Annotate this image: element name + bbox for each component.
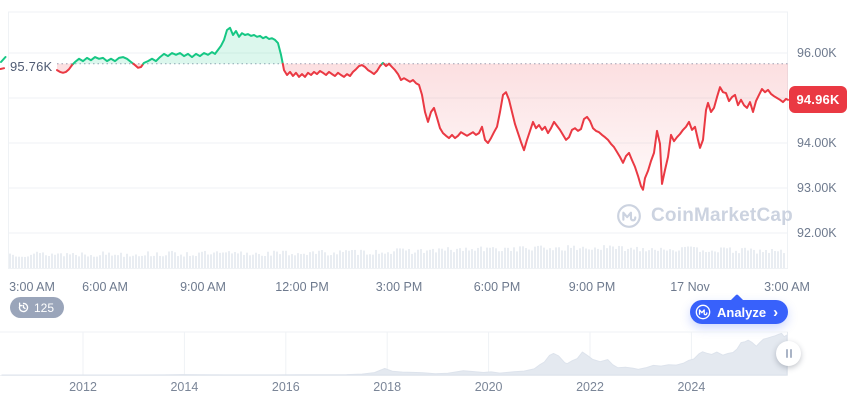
coinmarketcap-logo-icon — [617, 204, 641, 228]
x-axis-label: 3:00 AM — [9, 280, 55, 294]
history-count: 125 — [34, 300, 55, 315]
current-price-badge: 94.96K — [789, 86, 847, 113]
y-axis-label: 94.00K — [797, 136, 837, 150]
x-axis-label: 9:00 AM — [180, 280, 226, 294]
year-label: 2024 — [677, 380, 706, 394]
year-label: 2022 — [576, 380, 604, 394]
watermark-text: CoinMarketCap — [651, 205, 793, 226]
x-axis-label: 3:00 AM — [764, 280, 810, 294]
x-axis-label: 6:00 PM — [473, 280, 521, 294]
analyze-label: Analyze — [717, 304, 767, 320]
x-axis-label: 17 Nov — [670, 280, 710, 294]
coinmarketcap-watermark: CoinMarketCap — [616, 203, 793, 229]
year-label: 2016 — [271, 380, 300, 394]
history-clock-icon — [18, 302, 29, 313]
price-chart-canvas[interactable] — [0, 0, 860, 272]
history-count-button[interactable]: 125 — [10, 297, 65, 318]
chevron-right-icon: › — [773, 303, 779, 321]
open-price-label: 95.76K — [10, 59, 53, 74]
y-axis-label: 92.00K — [797, 226, 837, 240]
y-axis-label: 93.00K — [797, 181, 837, 195]
x-axis-label: 9:00 PM — [568, 280, 616, 294]
x-axis-label: 3:00 PM — [375, 280, 423, 294]
range-drag-handle[interactable] — [776, 341, 801, 366]
x-axis-label: 12:00 PM — [275, 280, 329, 294]
year-label: 2014 — [170, 380, 199, 394]
x-axis-label: 6:00 AM — [82, 280, 128, 294]
coinmarketcap-logo-icon — [695, 304, 711, 320]
drag-handle-bars — [785, 349, 788, 358]
year-label: 2012 — [69, 380, 97, 394]
timeline-range-selector[interactable] — [0, 331, 860, 377]
drag-handle-bars — [789, 349, 792, 358]
year-label: 2020 — [474, 380, 503, 394]
year-label: 2018 — [373, 380, 402, 394]
analyze-button[interactable]: Analyze › — [690, 293, 789, 324]
y-axis-label: 96.00K — [797, 46, 837, 60]
